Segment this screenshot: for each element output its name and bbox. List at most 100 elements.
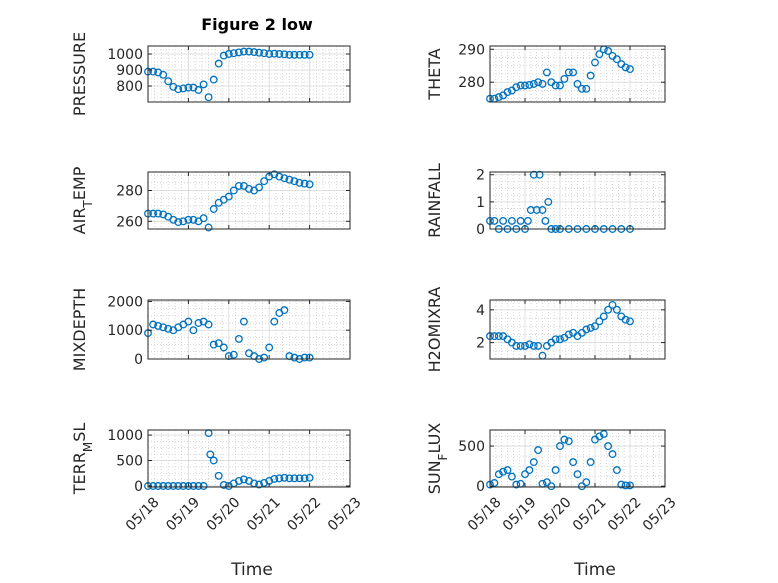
data-point	[591, 58, 599, 67]
axes-box	[489, 171, 666, 230]
data-point	[260, 478, 269, 487]
x-tick-label: 05/18	[465, 494, 505, 534]
data-point	[174, 482, 183, 490]
data-point	[556, 335, 564, 344]
data-point	[521, 81, 529, 90]
data-point	[551, 335, 560, 344]
data-point	[275, 50, 284, 58]
y-tick-label: 4	[476, 303, 485, 319]
y-tick-label: 290	[458, 42, 485, 58]
data-point	[204, 223, 213, 232]
data-point	[234, 334, 243, 343]
data-point	[239, 475, 248, 484]
data-point	[573, 79, 582, 88]
y-tick-label: 2	[476, 168, 485, 184]
data-point	[626, 481, 634, 490]
subplot-theta: 280 290 THETA	[425, 42, 666, 103]
data-point	[512, 83, 521, 92]
data-point	[255, 480, 264, 489]
x-tick-label: 05/19	[163, 494, 203, 534]
data-point	[507, 216, 516, 225]
y-tick-label: 0	[134, 352, 143, 368]
data-point	[164, 324, 173, 333]
data-point	[209, 340, 218, 349]
data-point	[275, 172, 284, 181]
data-point	[595, 50, 604, 59]
data-point	[604, 442, 613, 451]
y-tick-label: 1000	[107, 47, 143, 63]
data-point	[604, 305, 613, 314]
data-point	[214, 59, 223, 68]
data-point	[154, 321, 163, 330]
data-point	[280, 50, 289, 59]
y-tick-label: 2	[476, 336, 485, 352]
y-axis-label: SUNFLUX	[425, 423, 450, 495]
subplot-air: 260 280 AIRTEMP	[70, 166, 351, 234]
data-point	[490, 332, 499, 341]
data-point	[275, 474, 284, 483]
data-point	[174, 218, 183, 227]
data-point	[280, 174, 289, 183]
y-axis-label: MIXDEPTH	[70, 288, 89, 371]
data-point	[149, 67, 158, 76]
data-point	[626, 65, 634, 74]
data-point	[494, 93, 503, 102]
data-point	[569, 68, 578, 77]
data-point	[174, 85, 183, 94]
data-point	[199, 80, 208, 89]
data-point	[239, 47, 248, 56]
x-tick-label: 05/18	[123, 494, 163, 534]
data-point	[503, 466, 512, 475]
axes-box	[147, 45, 351, 103]
axes-box	[147, 299, 351, 360]
data-point	[154, 209, 163, 218]
y-tick-label: 500	[116, 454, 143, 470]
data-point	[541, 216, 550, 225]
data-point	[494, 470, 503, 479]
data-point	[219, 343, 228, 352]
data-point	[189, 215, 198, 224]
x-axis-label-right: Time	[573, 560, 616, 580]
data-point	[538, 79, 547, 88]
data-point	[169, 482, 178, 490]
y-tick-label: 280	[116, 183, 143, 199]
data-point	[295, 474, 304, 483]
x-tick-label: 05/20	[535, 494, 575, 534]
data-point	[564, 330, 573, 339]
data-point	[260, 177, 269, 186]
data-point	[300, 474, 309, 483]
axes-box	[147, 171, 351, 230]
data-point	[154, 482, 163, 490]
data-point	[608, 300, 617, 309]
data-point	[184, 482, 193, 490]
data-point	[529, 458, 538, 467]
data-point	[599, 312, 608, 321]
data-point	[206, 450, 215, 459]
data-point	[270, 49, 279, 58]
data-point	[542, 68, 551, 77]
data-point	[573, 470, 582, 479]
data-point	[538, 206, 547, 214]
y-tick-label: 2000	[107, 294, 143, 310]
data-point	[551, 466, 560, 475]
data-point	[586, 323, 595, 332]
y-tick-label: 1000	[107, 428, 143, 444]
subplot-h2omixra: 2 4 H2OMIXRA	[425, 287, 666, 373]
data-point	[209, 75, 218, 84]
x-tick-label: 05/22	[284, 494, 324, 534]
data-point	[507, 472, 516, 481]
data-point	[234, 476, 243, 485]
data-point	[305, 353, 314, 362]
data-point	[229, 186, 238, 195]
data-point	[556, 442, 564, 451]
data-point	[529, 170, 538, 179]
y-axis-label: H2OMIXRA	[425, 287, 444, 373]
x-tick-label: 05/20	[204, 494, 244, 534]
data-point	[516, 341, 525, 350]
data-point	[285, 474, 294, 483]
data-point	[626, 317, 634, 326]
data-point	[305, 180, 314, 189]
